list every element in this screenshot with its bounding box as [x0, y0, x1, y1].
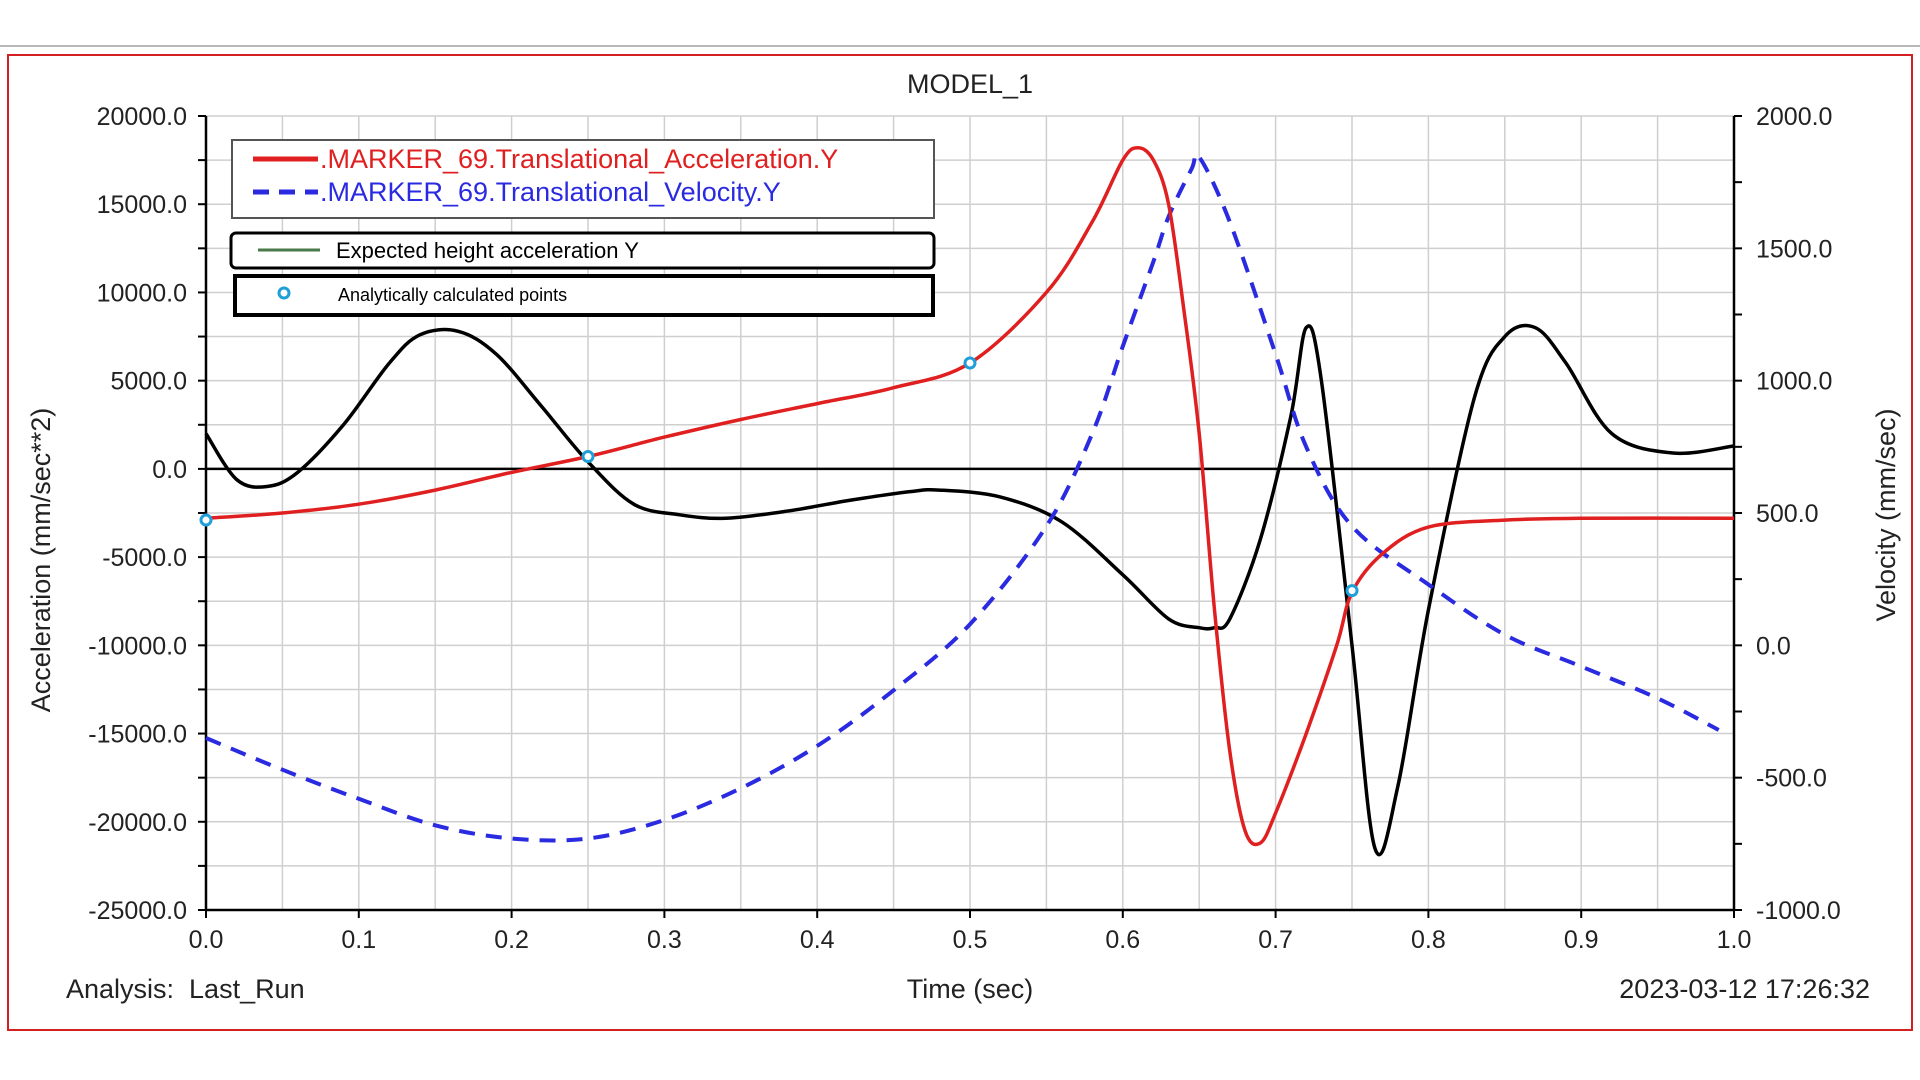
y-tick-label-left: 15000.0	[97, 191, 187, 219]
y-tick-label-left: 10000.0	[97, 279, 187, 307]
x-tick-label: 0.3	[647, 926, 682, 954]
y-tick-label-left: -25000.0	[88, 897, 187, 925]
y-tick-label-left: 20000.0	[97, 103, 187, 131]
y-tick-label-right: -1000.0	[1756, 897, 1841, 925]
y-tick-label-left: -10000.0	[88, 632, 187, 660]
legend-marker-analytical	[277, 286, 291, 300]
y-tick-label-left: -20000.0	[88, 809, 187, 837]
legend-box-main: .MARKER_69.Translational_Acceleration.Y …	[231, 139, 935, 219]
legend-label-velocity: .MARKER_69.Translational_Velocity.Y	[320, 177, 781, 207]
chart-title: MODEL_1	[907, 69, 1033, 99]
x-axis-label: Time (sec)	[907, 974, 1034, 1004]
y-tick-label-right: 0.0	[1756, 632, 1791, 660]
x-tick-label: 0.2	[494, 926, 529, 954]
y-tick-label-left: 0.0	[152, 456, 187, 484]
y-tick-label-left: -15000.0	[88, 721, 187, 749]
x-tick-label: 0.1	[341, 926, 376, 954]
timestamp: 2023-03-12 17:26:32	[1619, 974, 1870, 1004]
series-expected-line	[204, 323, 1735, 857]
analytical-point-marker	[581, 450, 595, 464]
legend-box-expected: Expected height acceleration Y	[229, 231, 936, 270]
legend-label-analytical: Analytically calculated points	[338, 285, 567, 305]
axes: 0.0 0.1 0.2 0.3 0.4 0.5 0.6 0.7 0.8 0.9 1.0 20000.0…	[88, 103, 1841, 954]
y-tick-label-right: 1500.0	[1756, 235, 1832, 263]
y-tick-label-right: 2000.0	[1756, 103, 1832, 131]
y-tick-label-left: -5000.0	[102, 544, 187, 572]
series-acceleration-line	[205, 146, 1735, 847]
x-tick-label: 0.0	[189, 926, 224, 954]
y-axis-label-right: Velocity (mm/sec)	[1871, 408, 1901, 621]
y-tick-label-right: 1000.0	[1756, 368, 1832, 396]
y-tick-label-left: 5000.0	[111, 368, 187, 396]
x-tick-label: 0.5	[953, 926, 988, 954]
legend-box-analytical: Analytically calculated points	[233, 274, 935, 317]
x-tick-label: 0.8	[1411, 926, 1446, 954]
series-velocity-line	[205, 151, 1720, 843]
x-tick-label: 0.7	[1258, 926, 1293, 954]
analytical-point-marker	[963, 356, 977, 370]
analytical-point-marker	[199, 513, 213, 527]
y-axis-label-left: Acceleration (mm/sec**2)	[26, 408, 56, 713]
x-tick-label: 1.0	[1717, 926, 1752, 954]
y-tick-label-right: -500.0	[1756, 765, 1827, 793]
analytical-point-marker	[1345, 584, 1359, 598]
analysis-label: Analysis: Last_Run	[66, 974, 305, 1004]
x-tick-label: 0.4	[800, 926, 835, 954]
y-tick-label-right: 500.0	[1756, 500, 1819, 528]
x-tick-label: 0.6	[1105, 926, 1140, 954]
x-tick-label: 0.9	[1564, 926, 1599, 954]
legend-label-acceleration: .MARKER_69.Translational_Acceleration.Y	[320, 144, 838, 174]
legend-label-expected: Expected height acceleration Y	[336, 238, 639, 263]
series-layer	[199, 146, 1735, 857]
